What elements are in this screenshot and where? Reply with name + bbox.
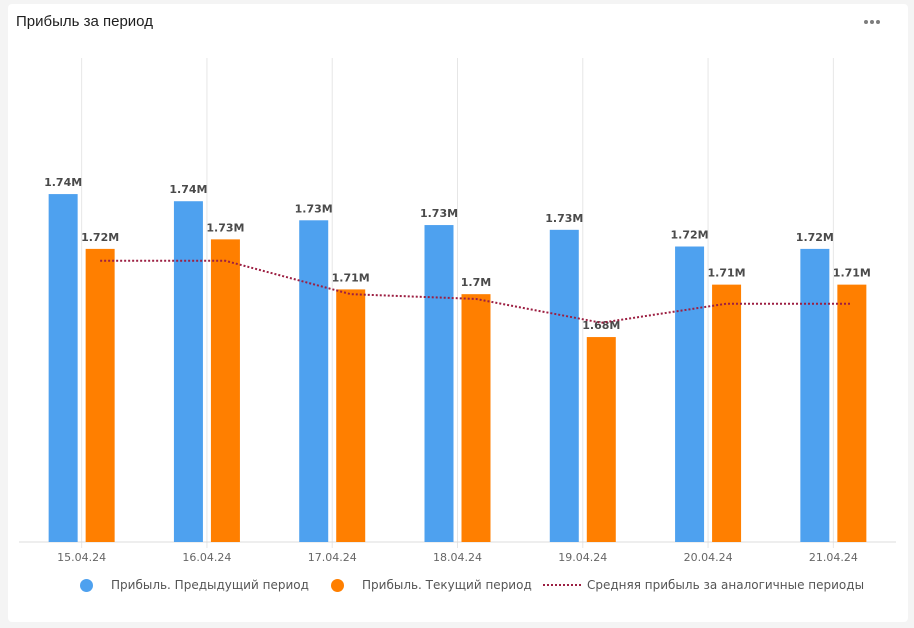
bar-previous[interactable] [800,248,830,543]
data-label-previous: 1.74M [44,176,82,189]
data-label-current: 1.71M [833,267,871,280]
legend-item-current[interactable]: Прибыль. Текущий период [331,578,532,592]
bar-previous[interactable] [424,225,454,542]
data-label-current: 1.7M [461,276,491,289]
legend-dot-current [331,578,344,592]
bar-current[interactable] [461,294,491,542]
data-label-previous: 1.73M [295,202,333,215]
x-tick-label: 21.04.24 [809,551,858,564]
x-tick-label: 20.04.24 [684,551,733,564]
bar-previous[interactable] [549,229,579,542]
data-label-current: 1.71M [708,267,746,280]
legend-label-average: Средняя прибыль за аналогичные периоды [587,578,865,592]
legend-item-previous[interactable]: Прибыль. Предыдущий период [80,578,309,592]
bar-previous[interactable] [299,220,329,543]
more-horizontal-icon[interactable] [862,14,882,30]
data-label-previous: 1.72M [796,231,834,244]
x-tick-label: 17.04.24 [308,551,357,564]
data-label-previous: 1.72M [671,229,709,242]
bar-current[interactable] [210,239,240,542]
bar-previous[interactable] [48,194,78,542]
legend-item-average[interactable]: Средняя прибыль за аналогичные периоды [543,578,864,592]
bar-current[interactable] [586,337,616,542]
legend-line-average [543,584,581,586]
data-label-previous: 1.74M [169,183,207,196]
x-tick-label: 18.04.24 [433,551,482,564]
x-tick-label: 16.04.24 [182,551,231,564]
legend-label-previous: Прибыль. Предыдущий период [111,578,309,592]
bar-chart: 1.74M 1.72M 15.04.24 1.74M 1.73M 16.04.24 1.73… [19,58,896,564]
bar-current[interactable] [85,248,115,543]
bar-current[interactable] [837,284,867,542]
chart-title: Прибыль за период [16,13,153,30]
x-tick-label: 15.04.24 [57,551,106,564]
legend-dot-previous [80,578,93,592]
data-label-previous: 1.73M [420,207,458,220]
legend-label-current: Прибыль. Текущий период [362,578,532,592]
data-label-current: 1.72M [81,231,119,244]
data-label-current: 1.71M [332,271,370,284]
bar-previous[interactable] [173,201,203,542]
data-label-current: 1.73M [206,221,244,234]
bar-current[interactable] [336,289,366,542]
bar-previous[interactable] [675,246,705,542]
data-label-previous: 1.73M [545,212,583,225]
bar-current[interactable] [712,284,742,542]
legend: Прибыль. Предыдущий период Прибыль. Теку… [0,578,914,602]
x-tick-label: 19.04.24 [558,551,607,564]
